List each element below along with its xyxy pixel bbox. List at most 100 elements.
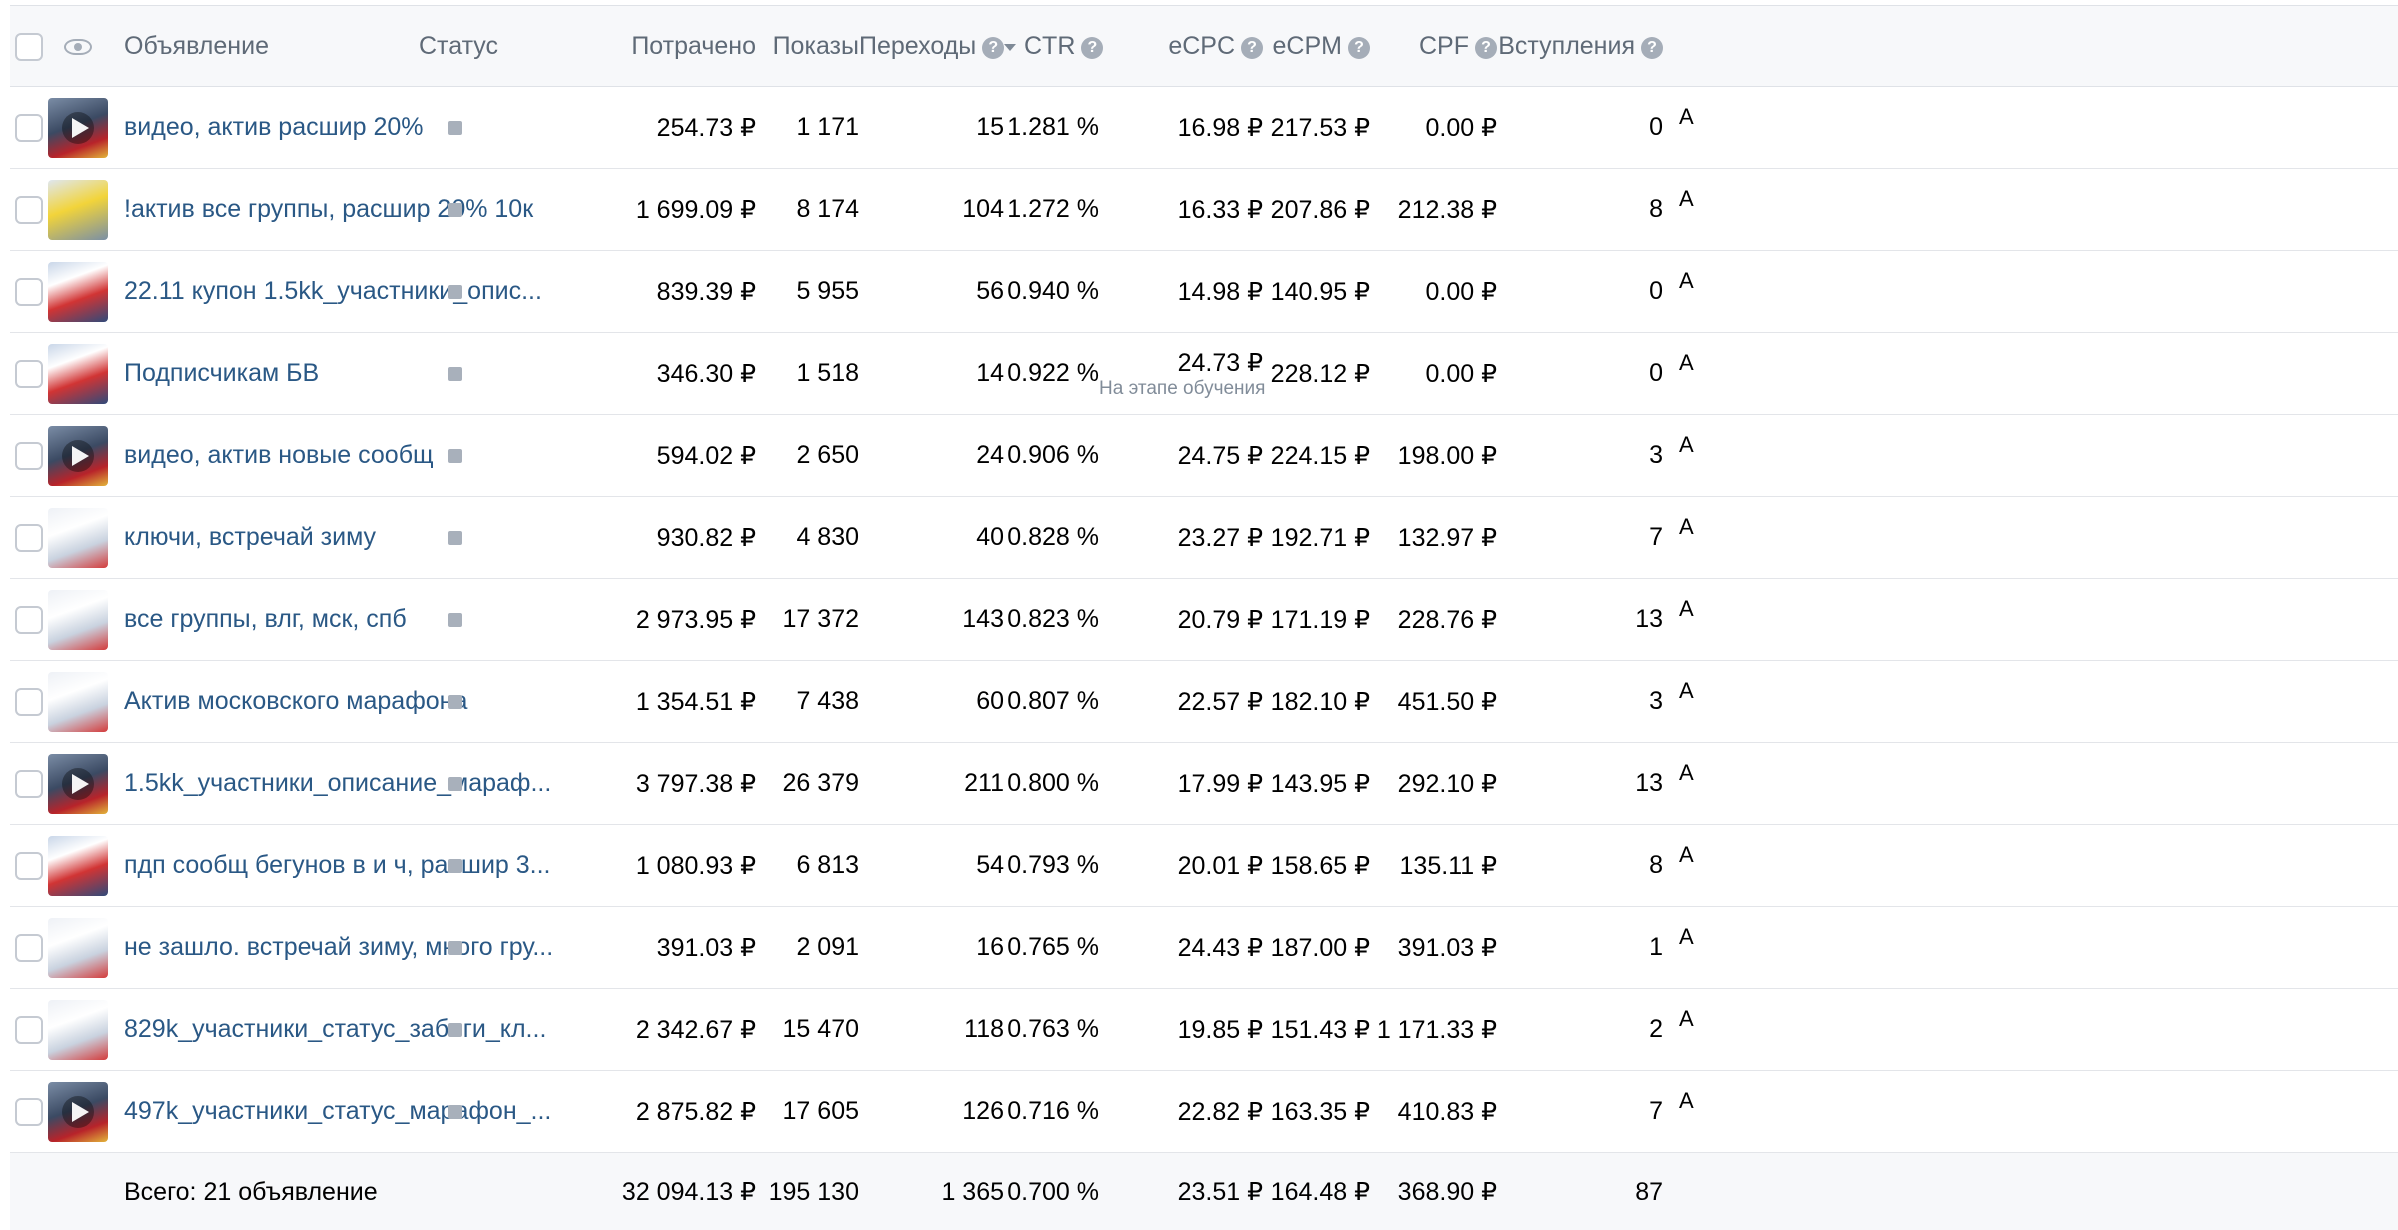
ad-thumbnail[interactable]	[48, 425, 108, 486]
table-row[interactable]: все группы, влг, мск, спб 2 973.95 ₽17 37…	[10, 578, 2398, 661]
cell-clicks: 126	[859, 1070, 1004, 1153]
row-checkbox[interactable]	[15, 278, 43, 307]
cell-ctr: 0.906 %	[1004, 414, 1099, 497]
ad-name-link[interactable]: ключи, встречай зиму	[124, 523, 377, 551]
ad-name-link[interactable]: не зашло. встречай зиму, много гру...	[124, 933, 554, 961]
cell-ecpm: 187.00 ₽	[1263, 906, 1370, 989]
help-icon[interactable]: ?	[1475, 36, 1497, 59]
ad-name-link[interactable]: Актив московского марафона	[124, 687, 468, 715]
help-icon[interactable]: ?	[1348, 36, 1370, 59]
thumbnail-cell	[48, 578, 108, 661]
status-icon[interactable]	[448, 1023, 462, 1037]
total-ctr: 0.700 %	[1004, 1152, 1099, 1230]
row-checkbox[interactable]	[15, 934, 43, 963]
ad-thumbnail[interactable]	[48, 507, 108, 568]
help-icon[interactable]: ?	[1241, 36, 1263, 59]
col-header-impressions[interactable]: Показы	[756, 5, 859, 87]
status-icon[interactable]	[448, 121, 462, 135]
status-icon[interactable]	[448, 285, 462, 299]
status-cell	[418, 578, 538, 661]
ad-thumbnail[interactable]	[48, 589, 108, 650]
col-header-ecpm[interactable]: eCPM?	[1263, 5, 1370, 87]
ad-name-link[interactable]: 1.5kk_участники_описание_мараф...	[124, 769, 552, 797]
table-row[interactable]: Актив московского марафона 1 354.51 ₽7 43…	[10, 660, 2398, 743]
status-icon[interactable]	[448, 449, 462, 463]
clipped-column-text: A	[1679, 350, 1694, 375]
col-header-cpf[interactable]: CPF?	[1370, 5, 1497, 87]
table-row[interactable]: 829k_участники_статус_забеги_кл... 2 342.…	[10, 988, 2398, 1071]
total-cpf: 368.90 ₽	[1370, 1152, 1497, 1230]
ad-thumbnail[interactable]	[48, 917, 108, 978]
row-checkbox[interactable]	[15, 114, 43, 143]
ad-thumbnail[interactable]	[48, 835, 108, 896]
eye-icon[interactable]	[64, 38, 92, 55]
table-row[interactable]: пдп сообщ бегунов в и ч, расшир 3... 1 08…	[10, 824, 2398, 907]
row-checkbox[interactable]	[15, 524, 43, 553]
table-row[interactable]: 1.5kk_участники_описание_мараф... 3 797.3…	[10, 742, 2398, 825]
table-row[interactable]: ключи, встречай зиму 930.82 ₽4 830 40 0.828…	[10, 496, 2398, 579]
ad-name-cell: Актив московского марафона	[108, 660, 467, 743]
ad-name-link[interactable]: все группы, влг, мск, спб	[124, 605, 407, 633]
status-icon[interactable]	[448, 613, 462, 627]
col-header-joins[interactable]: Вступления?	[1497, 5, 1663, 87]
ad-thumbnail[interactable]	[48, 97, 108, 158]
row-checkbox[interactable]	[15, 442, 43, 471]
cell-ecpm: 163.35 ₽	[1263, 1070, 1370, 1153]
ad-name-link[interactable]: пдп сообщ бегунов в и ч, расшир 3...	[124, 851, 551, 879]
row-checkbox[interactable]	[15, 852, 43, 881]
status-icon[interactable]	[448, 859, 462, 873]
ad-name-link[interactable]: !актив все группы, расшир 20% 10к	[124, 195, 534, 223]
thumbnail-cell	[48, 1070, 108, 1153]
status-icon[interactable]	[448, 777, 462, 791]
table-row[interactable]: 497k_участники_статус_марафон_... 2 875.8…	[10, 1070, 2398, 1153]
status-icon[interactable]	[448, 367, 462, 381]
col-header-ctr[interactable]: CTR?	[1004, 5, 1104, 87]
row-checkbox[interactable]	[15, 606, 43, 635]
row-select-cell	[10, 824, 48, 907]
ad-name-link[interactable]: 497k_участники_статус_марафон_...	[124, 1097, 552, 1125]
status-icon[interactable]	[448, 531, 462, 545]
ad-thumbnail[interactable]	[48, 179, 108, 240]
ad-thumbnail[interactable]	[48, 671, 108, 732]
ad-thumbnail[interactable]	[48, 261, 108, 322]
row-checkbox[interactable]	[15, 1098, 43, 1127]
help-icon[interactable]: ?	[982, 36, 1005, 59]
table-row[interactable]: Подписчикам БВ 346.30 ₽1 518 14 0.922 % 24.7…	[10, 332, 2398, 415]
help-icon[interactable]: ?	[1641, 36, 1663, 59]
col-header-ad[interactable]: Объявление	[108, 5, 418, 87]
cell-cpf: 0.00 ₽	[1370, 86, 1497, 169]
ad-name-link[interactable]: видео, актив новые сообщ	[124, 441, 434, 469]
row-checkbox[interactable]	[15, 1016, 43, 1045]
status-icon[interactable]	[448, 203, 462, 217]
table-row[interactable]: видео, актив расшир 20% 254.73 ₽1 171 15 1.…	[10, 86, 2398, 169]
status-icon[interactable]	[448, 1105, 462, 1119]
col-header-spent[interactable]: Потрачено	[538, 5, 756, 87]
row-checkbox[interactable]	[15, 688, 43, 717]
play-icon	[72, 1101, 89, 1122]
col-header-ecpc[interactable]: eCPC?	[1099, 5, 1263, 87]
ad-thumbnail[interactable]	[48, 999, 108, 1060]
table-row[interactable]: !актив все группы, расшир 20% 10к 1 699.0…	[10, 168, 2398, 251]
row-checkbox[interactable]	[15, 360, 43, 389]
select-all-checkbox[interactable]	[15, 32, 43, 61]
cell-overflow: A	[1663, 1070, 2398, 1153]
ad-thumbnail[interactable]	[48, 1081, 108, 1142]
ad-name-link[interactable]: 22.11 купон 1.5kk_участники_опис...	[124, 277, 542, 305]
ad-name-link[interactable]: Подписчикам БВ	[124, 359, 320, 387]
ad-thumbnail[interactable]	[48, 753, 108, 814]
table-row[interactable]: не зашло. встречай зиму, много гру... 391…	[10, 906, 2398, 989]
col-header-status[interactable]: Статус	[418, 5, 538, 87]
col-header-clicks[interactable]: Переходы?	[859, 5, 1005, 87]
table-row[interactable]: видео, актив новые сообщ 594.02 ₽2 650 24 0…	[10, 414, 2398, 497]
status-icon[interactable]	[448, 695, 462, 709]
table-row[interactable]: 22.11 купон 1.5kk_участники_опис... 839.3…	[10, 250, 2398, 333]
ad-name-link[interactable]: видео, актив расшир 20%	[124, 113, 424, 141]
row-checkbox[interactable]	[15, 196, 43, 225]
row-checkbox[interactable]	[15, 770, 43, 799]
ad-name-link[interactable]: 829k_участники_статус_забеги_кл...	[124, 1015, 547, 1043]
ad-thumbnail[interactable]	[48, 343, 108, 404]
status-icon[interactable]	[448, 941, 462, 955]
help-icon[interactable]: ?	[1081, 36, 1104, 59]
cell-ctr: 0.922 %	[1004, 332, 1099, 415]
select-all-cell	[10, 5, 48, 87]
